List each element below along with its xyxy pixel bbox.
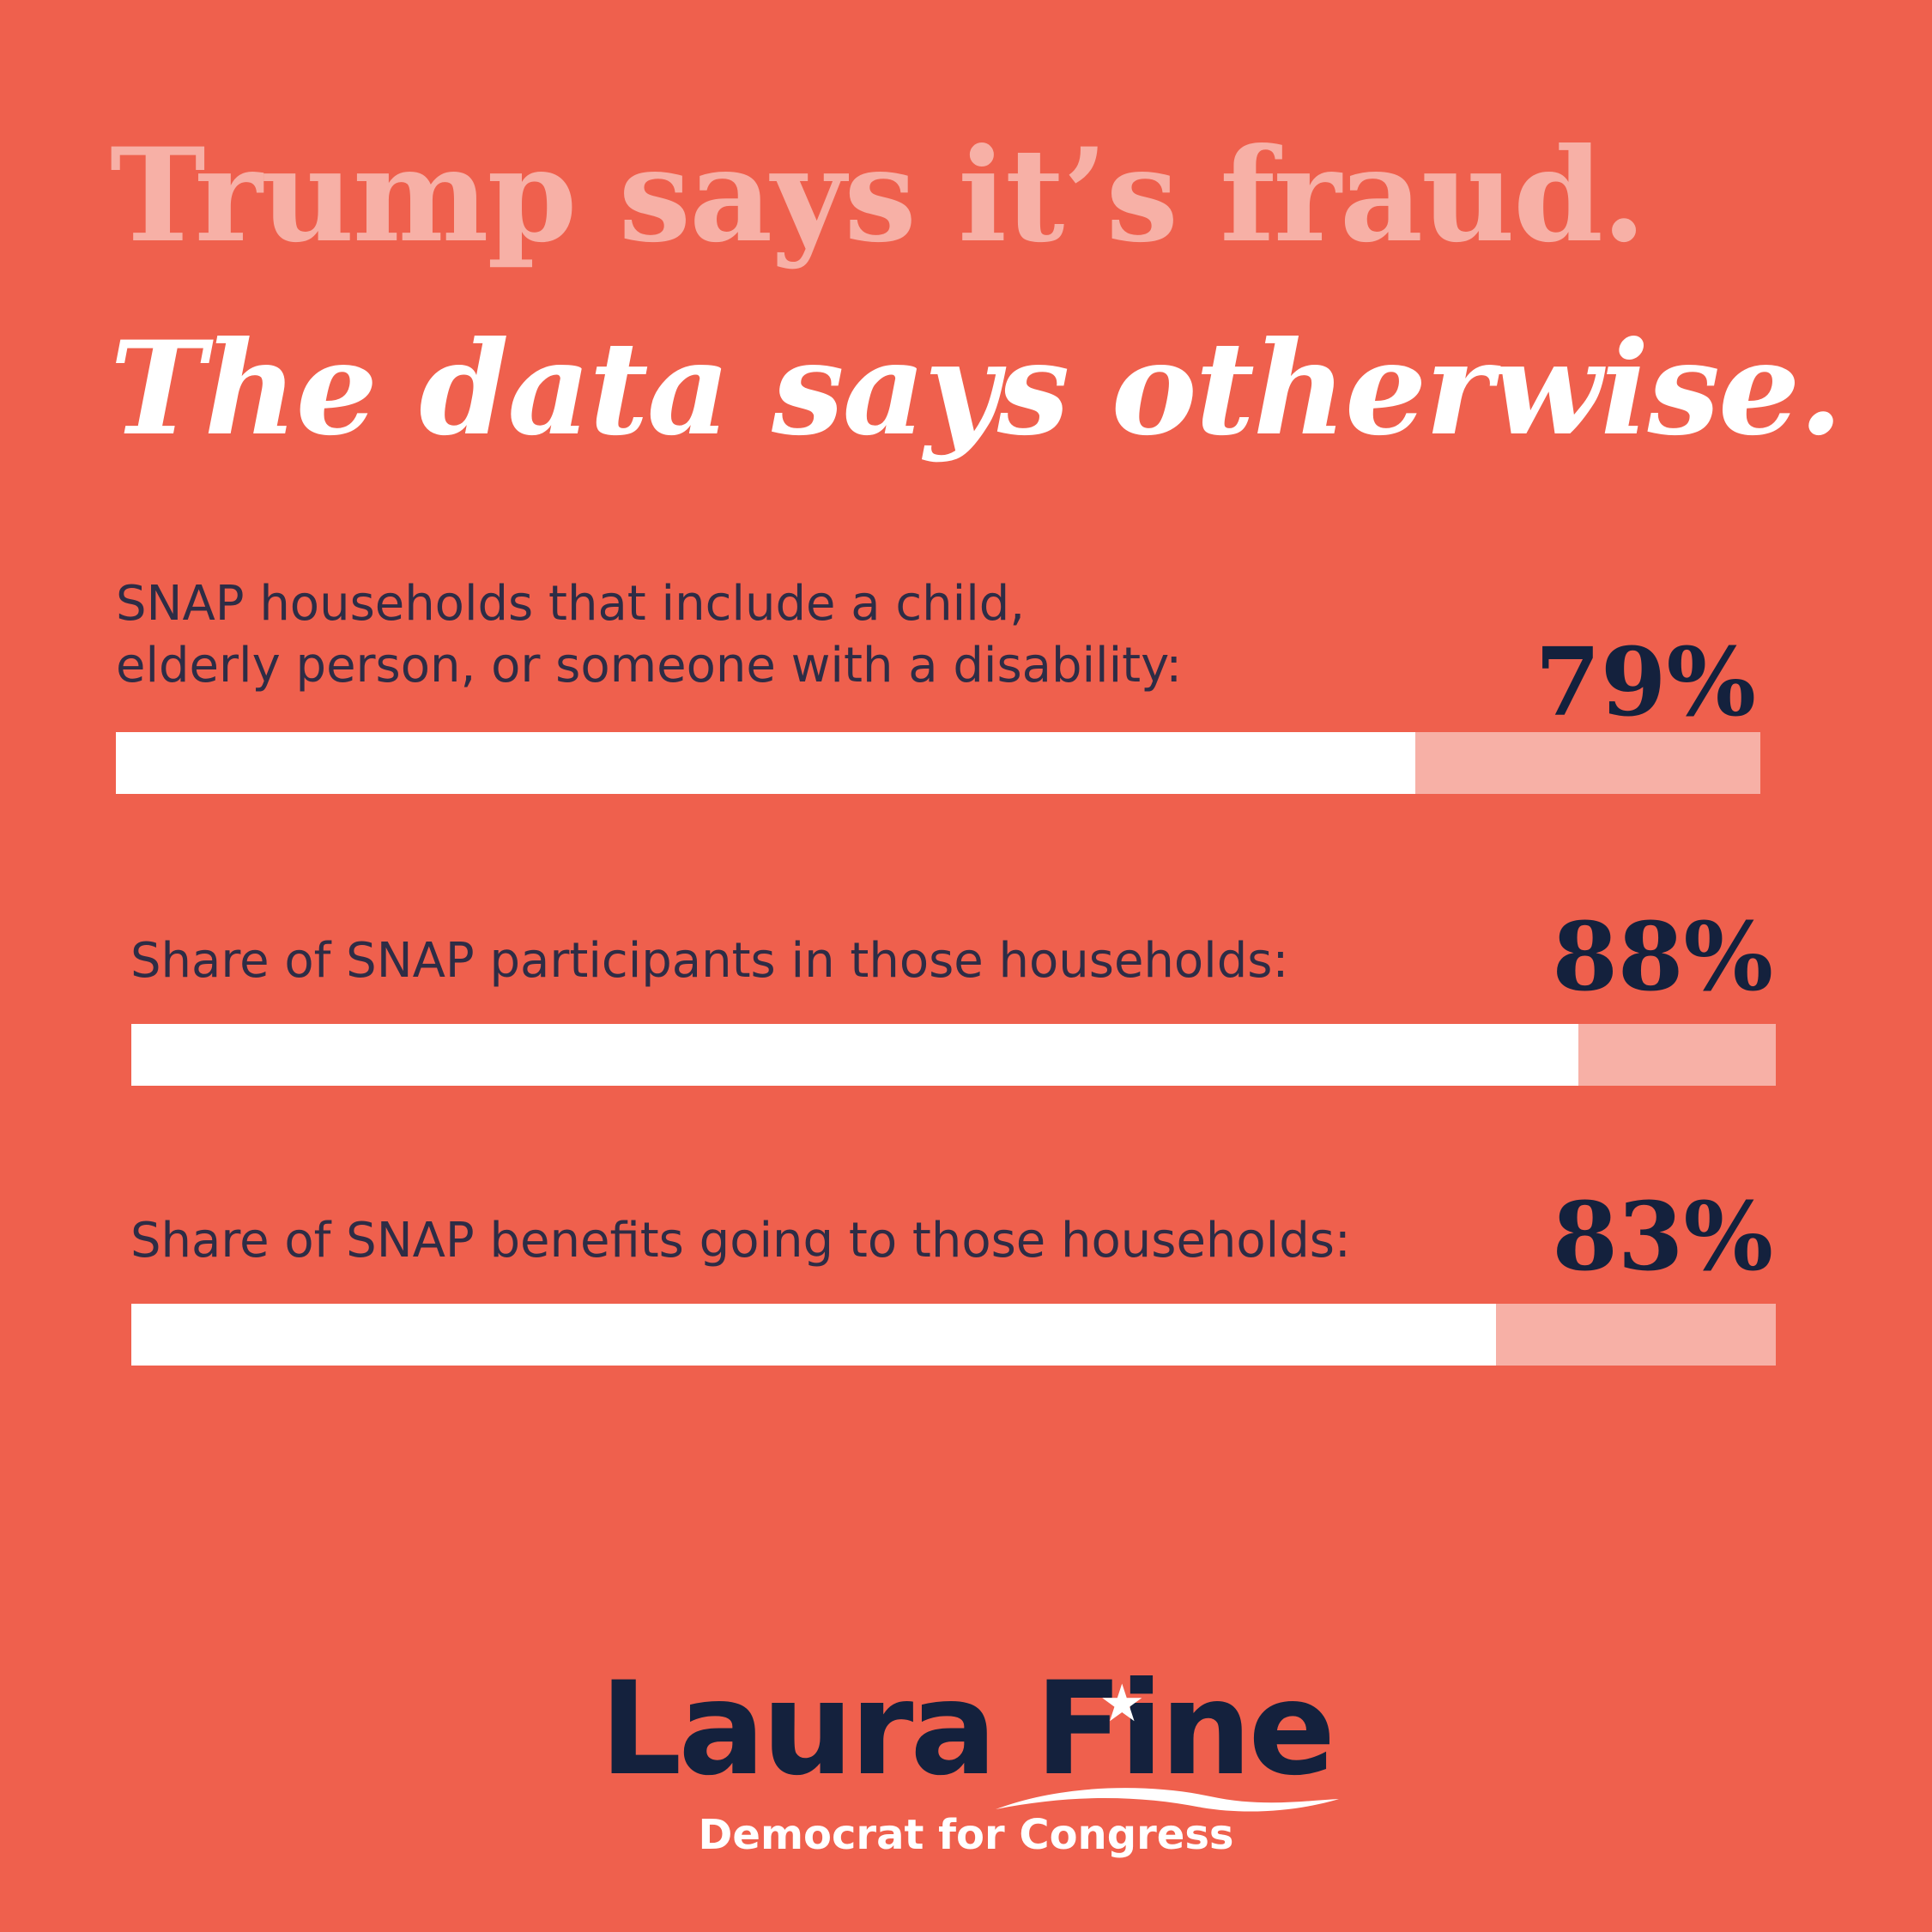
bar-fill-participants xyxy=(131,1024,1579,1086)
logo-name: Laura Fine ★ xyxy=(599,1655,1335,1804)
bar-fill-households xyxy=(116,732,1415,794)
logo-name-text: Laura Fine xyxy=(599,1655,1335,1804)
stat-label-benefits: Share of SNAP benefits going to those ho… xyxy=(130,1213,1351,1269)
stat-label-households-text: SNAP households that include a child, el… xyxy=(116,576,1183,693)
campaign-logo: Laura Fine ★ xyxy=(0,1656,1932,1802)
headline-line-2: The data says otherwise. xyxy=(110,313,1844,464)
stat-value-households: 79% xyxy=(1535,627,1756,737)
stat-value-benefits: 83% xyxy=(1552,1181,1773,1292)
star-icon: ★ xyxy=(1099,1674,1146,1734)
logo-tagline: Democrat for Congress xyxy=(698,1811,1234,1859)
stat-value-participants: 88% xyxy=(1552,901,1773,1012)
stat-label-participants: Share of SNAP participants in those hous… xyxy=(130,933,1289,989)
bar-track-benefits xyxy=(131,1304,1776,1366)
bar-fill-benefits xyxy=(131,1304,1497,1366)
swoosh-icon xyxy=(996,1788,1339,1812)
headline-line-1: Trump says it’s fraud. xyxy=(110,120,1646,271)
bar-track-participants xyxy=(131,1024,1776,1086)
stat-label-households: SNAP households that include a child, el… xyxy=(116,573,1182,697)
bar-track-households xyxy=(116,732,1760,794)
